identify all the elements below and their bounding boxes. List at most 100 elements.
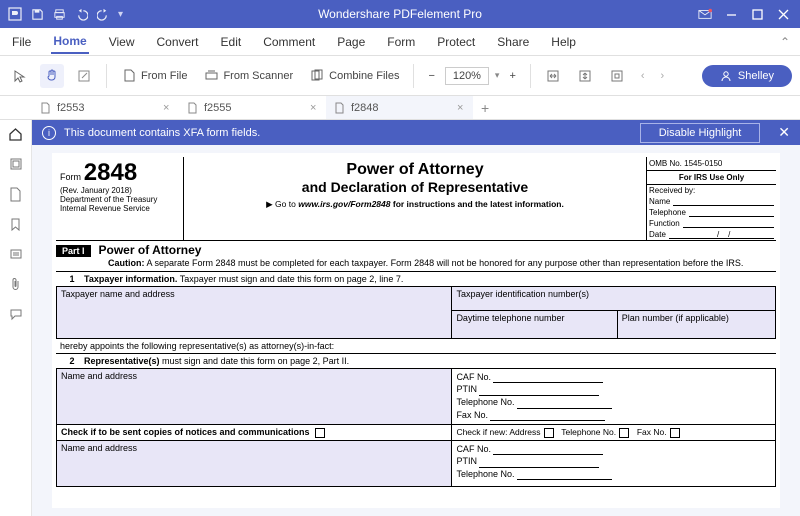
tab-f2553[interactable]: f2553× <box>32 96 179 119</box>
fit-page-icon <box>577 68 593 84</box>
minimize-button[interactable] <box>724 7 738 21</box>
disable-highlight-button[interactable]: Disable Highlight <box>640 123 761 143</box>
infobar-close-icon[interactable]: ✕ <box>778 124 790 141</box>
xfa-info-bar: i This document contains XFA form fields… <box>32 120 800 145</box>
save-icon[interactable] <box>30 7 44 21</box>
appoints-text: hereby appoints the following representa… <box>56 339 776 353</box>
maximize-button[interactable] <box>750 7 764 21</box>
combine-button[interactable]: Combine Files <box>305 64 403 88</box>
user-pill[interactable]: Shelley <box>702 65 792 87</box>
file-icon <box>121 68 137 84</box>
form-word: Form <box>60 172 81 182</box>
omb-number: OMB No. 1545-0150 <box>647 157 776 171</box>
rep2-name-field[interactable]: Name and address <box>57 440 452 486</box>
from-scanner-button[interactable]: From Scanner <box>199 64 297 88</box>
zoom-in-button[interactable]: + <box>505 70 519 82</box>
add-tab-button[interactable]: + <box>473 100 497 116</box>
zoom-value[interactable]: 120% <box>445 67 489 85</box>
actual-size-button[interactable] <box>605 64 629 88</box>
taxpayer-id-field[interactable]: Taxpayer identification number(s) <box>452 286 776 310</box>
info-icon: i <box>42 126 56 140</box>
menu-comment[interactable]: Comment <box>261 31 317 53</box>
tab-close-icon[interactable]: × <box>457 102 465 114</box>
check-new-row: Check if new: Address Telephone No. Fax … <box>452 424 776 440</box>
daytime-phone-field[interactable]: Daytime telephone number <box>452 310 617 338</box>
menu-view[interactable]: View <box>107 31 137 53</box>
form-dept2: Internal Revenue Service <box>60 205 179 214</box>
section-2-header: 2Representative(s) must sign and date th… <box>56 353 776 368</box>
home-icon[interactable] <box>8 126 24 142</box>
titlebar-dropdown-icon[interactable]: ▾ <box>118 9 123 20</box>
tab-f2848[interactable]: f2848× <box>326 96 473 119</box>
mail-icon[interactable] <box>698 7 712 21</box>
menu-help[interactable]: Help <box>549 31 578 53</box>
select-tool[interactable] <box>8 64 32 88</box>
tab-close-icon[interactable]: × <box>310 102 318 114</box>
toolbar-next-icon[interactable]: › <box>657 70 669 82</box>
tab-f2555[interactable]: f2555× <box>179 96 326 119</box>
user-icon <box>720 70 732 82</box>
menu-bar: File Home View Convert Edit Comment Page Form Pr… <box>0 28 800 56</box>
new-tel-checkbox[interactable] <box>619 428 629 438</box>
pdf-page: Form 2848 (Rev. January 2018) Department… <box>52 153 780 508</box>
menu-home[interactable]: Home <box>51 30 88 54</box>
menu-edit[interactable]: Edit <box>219 31 244 53</box>
check-copies-row: Check if to be sent copies of notices an… <box>57 424 452 440</box>
new-fax-checkbox[interactable] <box>670 428 680 438</box>
edit-box-icon <box>76 68 92 84</box>
redo-icon[interactable] <box>96 7 110 21</box>
fit-width-button[interactable] <box>541 64 565 88</box>
doc-icon <box>187 102 198 113</box>
zoom-out-button[interactable]: − <box>424 70 438 82</box>
menu-form[interactable]: Form <box>385 31 417 53</box>
menu-convert[interactable]: Convert <box>154 31 200 53</box>
cursor-icon <box>12 68 28 84</box>
doc-icon <box>334 102 345 113</box>
rep1-ids[interactable]: CAF No. PTIN Telephone No. Fax No. <box>452 368 776 424</box>
doc-icon <box>40 102 51 113</box>
thumbnails-icon[interactable] <box>8 156 24 172</box>
part1-title: Power of Attorney <box>99 243 202 257</box>
fit-page-button[interactable] <box>573 64 597 88</box>
xfa-message: This document contains XFA form fields. <box>64 127 260 139</box>
close-button[interactable] <box>776 7 790 21</box>
menu-protect[interactable]: Protect <box>435 31 477 53</box>
taxpayer-name-field[interactable]: Taxpayer name and address <box>57 286 452 338</box>
hand-tool[interactable] <box>40 64 64 88</box>
irs-use-only: For IRS Use Only <box>647 171 776 185</box>
combine-label: Combine Files <box>329 70 399 82</box>
undo-icon[interactable] <box>74 7 88 21</box>
attachment-icon[interactable] <box>8 276 24 292</box>
edit-tool[interactable] <box>72 64 96 88</box>
menu-share[interactable]: Share <box>495 31 531 53</box>
rep2-ids[interactable]: CAF No. PTIN Telephone No. <box>452 440 776 486</box>
form-title-1: Power of Attorney <box>188 161 642 179</box>
comment-sidebar-icon[interactable] <box>8 306 24 322</box>
part1-label: Part I <box>56 245 91 257</box>
print-icon[interactable] <box>52 7 66 21</box>
form-title-2: and Declaration of Representative <box>188 179 642 195</box>
app-logo-icon <box>8 7 22 21</box>
zoom-dropdown-icon[interactable]: ▾ <box>495 70 500 81</box>
rep1-name-field[interactable]: Name and address <box>57 368 452 424</box>
actual-size-icon <box>609 68 625 84</box>
collapse-ribbon-icon[interactable]: ⌃ <box>780 35 790 49</box>
from-scanner-label: From Scanner <box>223 70 293 82</box>
from-file-label: From File <box>141 70 187 82</box>
hand-icon <box>44 68 60 84</box>
combine-icon <box>309 68 325 84</box>
from-file-button[interactable]: From File <box>117 64 191 88</box>
menu-page[interactable]: Page <box>335 31 367 53</box>
fit-width-icon <box>545 68 561 84</box>
new-address-checkbox[interactable] <box>544 428 554 438</box>
tab-close-icon[interactable]: × <box>163 102 171 114</box>
copies-checkbox[interactable] <box>315 428 325 438</box>
toolbar-prev-icon[interactable]: ‹ <box>637 70 649 82</box>
section-1-header: 1Taxpayer information. Taxpayer must sig… <box>56 271 776 286</box>
menu-file[interactable]: File <box>10 31 33 53</box>
page-icon[interactable] <box>8 186 24 202</box>
plan-number-field[interactable]: Plan number (if applicable) <box>617 310 775 338</box>
search-sidebar-icon[interactable] <box>8 246 24 262</box>
bookmark-icon[interactable] <box>8 216 24 232</box>
toolbar: From File From Scanner Combine Files − 1… <box>0 56 800 96</box>
